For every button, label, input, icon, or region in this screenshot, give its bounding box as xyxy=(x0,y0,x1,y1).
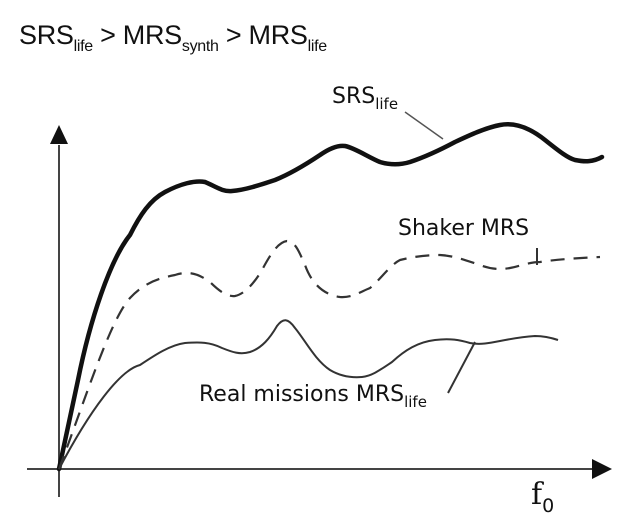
formula-mrs-synth: MRS xyxy=(122,20,182,50)
x-axis-label-main: f xyxy=(531,477,543,512)
real-missions-label-main: Real missions MRS xyxy=(199,382,405,407)
srs-life-curve xyxy=(56,122,605,472)
shaker-mrs-label: Shaker MRS xyxy=(398,216,530,241)
formula-mrs-life: MRS xyxy=(248,20,308,50)
formula-srs: SRS xyxy=(19,20,74,50)
x-axis-label: f0 xyxy=(531,477,554,517)
srs-life-label-sub: life xyxy=(375,95,399,113)
comparison-formula: SRSlife > MRSsynth > MRSlife xyxy=(19,20,327,56)
real-missions-mrs-curve xyxy=(58,319,559,470)
formula-op2: > xyxy=(218,20,249,50)
real-missions-label: Real missions MRSlife xyxy=(199,382,427,411)
shaker-mrs-curve xyxy=(57,239,601,470)
formula-mrs-synth-sub: synth xyxy=(181,38,219,55)
srs-life-label: SRSlife xyxy=(332,84,398,113)
real-missions-label-sub: life xyxy=(404,393,427,411)
srs-life-label-main: SRS xyxy=(332,84,376,109)
srs-life-pointer xyxy=(404,111,444,140)
real-missions-pointer xyxy=(447,341,476,394)
y-axis-arrow-icon xyxy=(50,125,68,144)
x-axis-label-sub: 0 xyxy=(542,495,555,517)
formula-op1: > xyxy=(92,20,123,50)
formula-mrs-life-sub: life xyxy=(307,38,328,55)
formula-srs-sub: life xyxy=(73,38,94,55)
x-axis-arrow-icon xyxy=(592,459,612,479)
